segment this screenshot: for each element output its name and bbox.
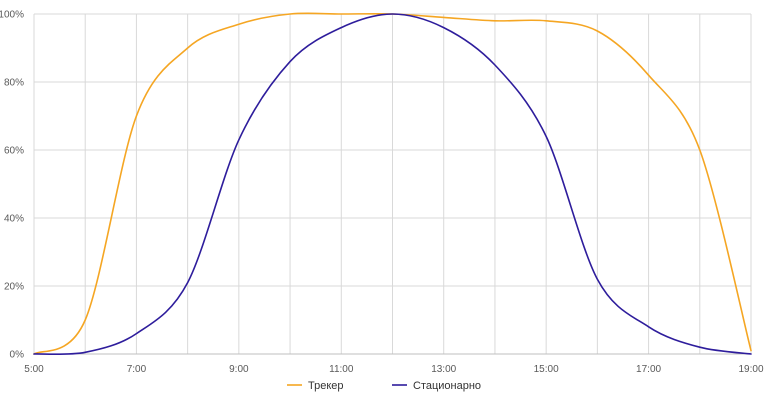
x-tick-label: 11:00 [329, 364, 354, 375]
x-tick-label: 17:00 [636, 364, 661, 375]
y-tick-label: 0% [10, 350, 25, 361]
x-tick-label: 15:00 [534, 364, 559, 375]
legend: Трекер Стационарно [287, 380, 481, 392]
series-line-2 [33, 13, 752, 356]
x-tick-label: 9:00 [229, 364, 249, 375]
legend-label-2: Стационарно [413, 380, 481, 392]
y-tick-label: 80% [4, 78, 24, 89]
x-tick-label: 19:00 [738, 364, 763, 375]
x-tick-label: 7:00 [127, 364, 147, 375]
x-tick-label: 5:00 [24, 364, 44, 375]
y-tick-label: 20% [4, 282, 24, 293]
legend-label-1: Трекер [308, 380, 344, 392]
y-tick-label: 40% [4, 214, 24, 225]
y-tick-label: 60% [4, 146, 24, 157]
series-layer [33, 12, 752, 356]
y-tick-label: 100% [0, 10, 24, 21]
x-axis-ticks: 5:00 7:00 9:00 11:00 13:00 15:00 17:00 19:00 [24, 364, 764, 375]
x-tick-label: 13:00 [431, 364, 456, 375]
grid [33, 13, 752, 355]
y-axis-ticks: 0% 20% 40% 60% 80% 100% [0, 10, 24, 361]
